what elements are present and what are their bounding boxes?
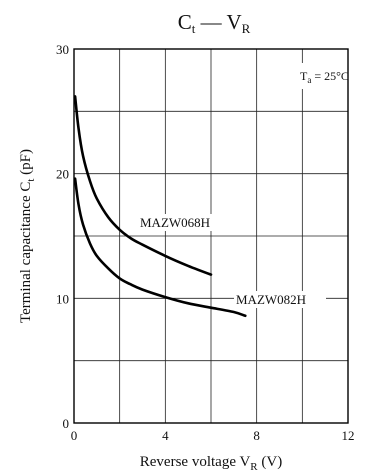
tick-labels: 0 4 8 12 0 10 20 30 [56, 42, 355, 443]
series-label-mazw082h: MAZW082H [236, 292, 306, 307]
chart-title: Ct — VR [178, 10, 251, 36]
y-axis-label: Terminal capacitance Ct (pF) [18, 149, 37, 323]
y-tick-label: 30 [56, 42, 69, 57]
x-tick-label: 8 [253, 428, 260, 443]
series-label-bg-mazw068h [138, 214, 228, 231]
grid-lines [73, 48, 349, 424]
y-tick-label: 10 [56, 291, 69, 306]
x-axis-label: Reverse voltage VR (V) [140, 454, 282, 473]
plot-frame [73, 48, 349, 424]
series-label-mazw068h: MAZW068H [140, 215, 210, 230]
condition-box-bg [292, 63, 346, 89]
condition-label: Ta = 25°C [300, 69, 349, 85]
x-tick-label: 12 [342, 428, 355, 443]
x-tick-label: 0 [71, 428, 78, 443]
series-label-bg-mazw082h [234, 291, 326, 308]
y-tick-label: 0 [63, 416, 70, 431]
series-line-mazw068h [73, 95, 213, 276]
series-layer [73, 95, 247, 318]
y-tick-label: 20 [56, 167, 69, 182]
series-line-mazw082h [73, 177, 247, 318]
x-tick-label: 4 [162, 428, 169, 443]
